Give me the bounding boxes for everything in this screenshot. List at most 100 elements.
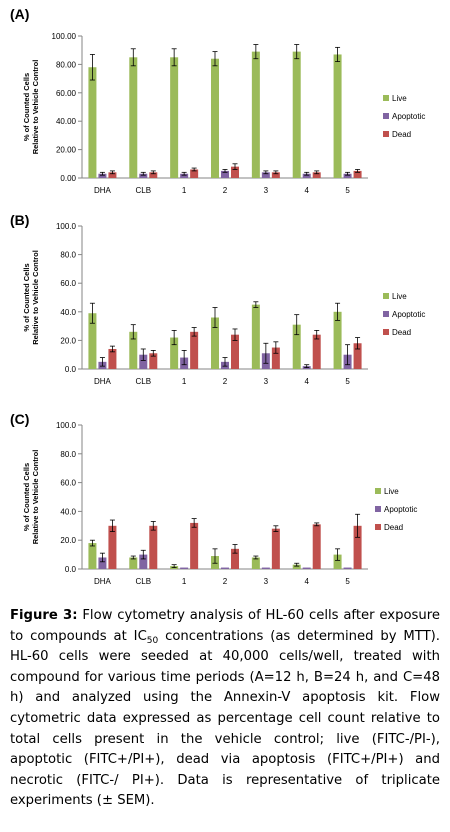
y-axis-label: % of Counted Cells xyxy=(22,73,31,141)
panel-label: (C) xyxy=(10,411,30,427)
legend-label-live: Live xyxy=(384,487,399,496)
bar-dead xyxy=(108,348,117,369)
legend-swatch-live xyxy=(383,95,389,101)
y-tick-label: 100.0 xyxy=(56,421,77,430)
x-tick-label: 1 xyxy=(182,377,187,386)
bar-live xyxy=(129,57,138,178)
x-tick-label: 5 xyxy=(345,377,350,386)
x-tick-label: 5 xyxy=(345,186,350,195)
legend-swatch-live xyxy=(383,293,389,299)
y-tick-label: 80.0 xyxy=(60,251,76,260)
bar-dead xyxy=(190,522,199,569)
bar-live xyxy=(211,58,219,178)
figure-label: Figure 3: xyxy=(10,608,78,623)
y-axis-label-line2: Relative to Vehicle Control xyxy=(31,250,40,345)
x-tick-label: 3 xyxy=(264,577,269,586)
bar-live xyxy=(170,57,179,178)
bar-live xyxy=(333,54,342,178)
bar-apoptotic xyxy=(180,173,189,178)
y-axis-label: % of Counted Cells xyxy=(22,463,31,531)
bar-dead xyxy=(108,172,117,178)
bar-apoptotic xyxy=(261,172,270,178)
y-tick-label: 20.00 xyxy=(56,146,77,155)
y-tick-label: 100.0 xyxy=(56,222,77,231)
legend-label-dead: Dead xyxy=(384,523,403,532)
bar-apoptotic xyxy=(98,173,107,178)
y-tick-label: 20.0 xyxy=(60,536,76,545)
bar-apoptotic xyxy=(139,354,148,369)
bar-apoptotic xyxy=(221,170,229,178)
bar-live xyxy=(333,311,342,369)
y-tick-label: 60.0 xyxy=(60,479,76,488)
legend-label-apoptotic: Apoptotic xyxy=(392,112,425,121)
bar-dead xyxy=(271,347,280,369)
x-tick-label: CLB xyxy=(136,377,152,386)
legend-label-live: Live xyxy=(392,94,407,103)
caption-text-part1: Flow cytometry analysis of HL-60 cells a… xyxy=(10,608,440,644)
bar-dead xyxy=(190,331,199,369)
bar-chart-b: 0.0 20.0 40.0 60.0 80.0 100.0 % of Counted Cel… xyxy=(22,222,425,386)
bar-live xyxy=(88,67,97,178)
x-tick-label: DHA xyxy=(94,577,112,586)
bar-dead xyxy=(231,334,239,369)
bar-live xyxy=(88,543,97,569)
legend-swatch-dead xyxy=(375,524,381,530)
bar-dead xyxy=(312,172,321,178)
bar-live xyxy=(251,557,260,569)
y-axis-label-line2: Relative to Vehicle Control xyxy=(31,450,40,545)
caption-text-part2: concentrations (as determined by MTT). H… xyxy=(10,628,440,809)
bar-dead xyxy=(231,166,239,178)
y-tick-label: 0.0 xyxy=(65,565,77,574)
y-tick-label: 80.0 xyxy=(60,450,76,459)
bar-live xyxy=(251,51,260,179)
chart-panel-b: (B) 0.0 20.0 40.0 60.0 80.0 100.0 % of Counted… xyxy=(0,206,450,402)
bar-live xyxy=(211,317,219,369)
bar-dead xyxy=(271,528,280,569)
x-tick-label: 4 xyxy=(304,377,309,386)
bar-apoptotic xyxy=(180,567,189,569)
bar-dead xyxy=(312,524,321,569)
x-tick-label: 5 xyxy=(345,577,350,586)
legend-label-dead: Dead xyxy=(392,328,411,337)
y-tick-label: 60.0 xyxy=(60,279,76,288)
y-tick-label: 40.0 xyxy=(60,507,76,516)
chart-panel-c: (C) 0.0 20.0 40.0 60.0 80.0 100.0 % of Counted… xyxy=(0,405,450,603)
y-tick-label: 100.00 xyxy=(52,32,77,41)
y-tick-label: 20.0 xyxy=(60,336,76,345)
bar-apoptotic xyxy=(98,557,107,569)
bar-apoptotic xyxy=(343,567,352,569)
legend-label-dead: Dead xyxy=(392,130,411,139)
x-tick-label: DHA xyxy=(94,186,112,195)
y-tick-label: 40.0 xyxy=(60,308,76,317)
legend-label-live: Live xyxy=(392,292,407,301)
y-axis-label-line2: Relative to Vehicle Control xyxy=(31,60,40,155)
bar-live xyxy=(88,313,97,369)
legend-swatch-apoptotic xyxy=(383,113,389,119)
bar-apoptotic xyxy=(302,567,311,569)
bar-dead xyxy=(149,525,158,569)
bar-dead xyxy=(149,172,158,178)
bar-dead xyxy=(271,172,280,178)
bar-dead xyxy=(231,548,239,569)
bar-apoptotic xyxy=(221,567,229,569)
y-tick-label: 0.0 xyxy=(65,365,77,374)
caption-subscript: 50 xyxy=(146,635,159,646)
x-tick-label: 3 xyxy=(264,186,269,195)
panel-label: (B) xyxy=(10,212,30,228)
legend-label-apoptotic: Apoptotic xyxy=(384,505,417,514)
bar-chart-a: 0.00 20.00 40.00 60.00 80.00 100.00 % of Count… xyxy=(22,32,425,195)
y-tick-label: 40.00 xyxy=(56,117,77,126)
bar-live xyxy=(170,337,179,369)
bar-live xyxy=(129,557,138,569)
bar-dead xyxy=(312,334,321,369)
x-tick-label: CLB xyxy=(136,186,152,195)
x-tick-label: 3 xyxy=(264,377,269,386)
bar-dead xyxy=(149,353,158,369)
bar-chart-c: 0.0 20.0 40.0 60.0 80.0 100.0 % of Counted Cel… xyxy=(22,421,417,586)
bar-apoptotic xyxy=(139,554,148,569)
bar-live xyxy=(333,554,342,569)
bar-live xyxy=(292,51,301,179)
legend-swatch-apoptotic xyxy=(383,311,389,317)
bar-dead xyxy=(190,169,199,178)
x-tick-label: 1 xyxy=(182,577,187,586)
